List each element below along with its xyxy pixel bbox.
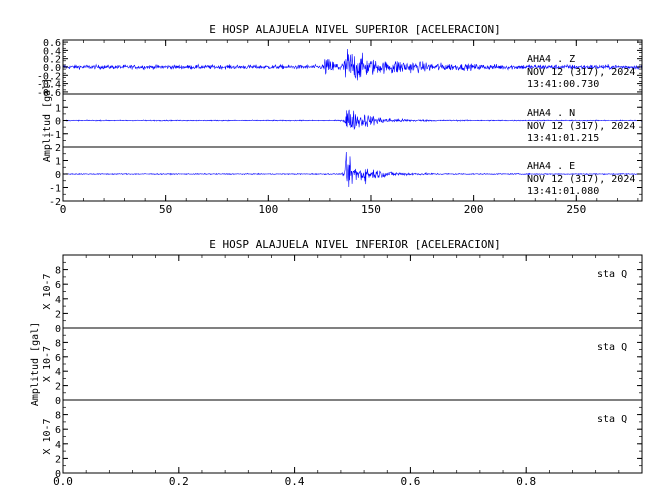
bottom-y-tick-label: 6 [55, 353, 61, 364]
bottom-scale-label: X 10-7 [42, 418, 53, 454]
top-y-tick-label: -1 [49, 130, 61, 141]
top-waveform-N [62, 109, 643, 130]
top-date-label: NOV 12 (317), 2024 [527, 174, 635, 185]
top-chart: E HOSP ALAJUELA NIVEL SUPERIOR [ACELERAC… [37, 23, 643, 216]
top-y-tick-label: -0.6 [37, 88, 61, 99]
bottom-chart-title: E HOSP ALAJUELA NIVEL INFERIOR [ACELERAC… [209, 238, 500, 251]
top-time-label: 13:41:00.730 [527, 79, 599, 90]
bottom-panel-1: 8 6 4 2 0 sta Q X 10-7 [42, 254, 643, 335]
top-y-tick-label: 0.4 [43, 46, 61, 57]
top-y-tick-label: 1 [55, 103, 61, 114]
bottom-y-tick-label: 2 [55, 309, 61, 320]
bottom-panel-3: 8 6 4 2 0 sta Q X 10-7 [42, 399, 643, 480]
bottom-x-tick-label: 0.0 [53, 475, 73, 488]
bottom-panel-frame [62, 327, 643, 401]
bottom-x-tick-label: 0.8 [516, 475, 536, 488]
bottom-chart: E HOSP ALAJUELA NIVEL INFERIOR [ACELERAC… [30, 238, 643, 488]
top-waveform-Z [62, 48, 643, 81]
top-y-tick-label: 0.6 [43, 38, 61, 49]
top-x-tick-label: 0 [60, 203, 67, 216]
bottom-panel-2: 8 6 4 2 0 sta Q X 10-7 [42, 327, 643, 407]
bottom-station-label: sta Q [597, 342, 627, 353]
top-x-tick-label: 100 [258, 203, 278, 216]
top-y-tick-label: 2 [55, 143, 61, 154]
bottom-x-axis: 0.0 0.2 0.4 0.6 0.8 [53, 255, 643, 488]
top-date-label: NOV 12 (317), 2024 [527, 67, 635, 78]
top-station-label: AHA4 . Z [527, 54, 575, 65]
bottom-y-tick-label: 4 [55, 367, 61, 378]
top-y-tick-label: -0.4 [37, 80, 61, 91]
bottom-y-tick-label: 4 [55, 440, 61, 451]
bottom-scale-label: X 10-7 [42, 273, 53, 309]
bottom-chart-ylabel: Amplitud [gal] [30, 322, 41, 406]
bottom-panel-frame [62, 254, 643, 329]
top-station-label: AHA4 . E [527, 161, 575, 172]
top-x-tick-label: 250 [566, 203, 586, 216]
top-time-label: 13:41:01.215 [527, 133, 599, 144]
top-chart-title: E HOSP ALAJUELA NIVEL SUPERIOR [ACELERAC… [209, 23, 500, 36]
bottom-x-tick-label: 0.2 [169, 475, 189, 488]
bottom-x-tick-label: 0.6 [400, 475, 420, 488]
top-x-tick-label: 150 [361, 203, 381, 216]
top-y-tick-label: 0 [55, 117, 61, 128]
bottom-y-tick-label: 6 [55, 425, 61, 436]
top-y-tick-label: -0.2 [37, 71, 61, 82]
bottom-y-tick-label: 2 [55, 382, 61, 393]
bottom-y-tick-label: 0 [55, 324, 61, 335]
bottom-panel-frame [62, 399, 643, 474]
top-station-label: AHA4 . N [527, 108, 575, 119]
top-x-axis: 0 50 100 150 200 250 [60, 40, 639, 216]
top-x-tick-label: 200 [464, 203, 484, 216]
top-y-tick-label: 1 [55, 157, 61, 168]
bottom-y-tick-label: 0 [55, 469, 61, 480]
bottom-y-tick-label: 0 [55, 396, 61, 407]
top-panels: 0.60.40.20.0-0.2-0.4-0.6 AHA4 . Z NOV 12 (… [37, 38, 643, 208]
bottom-y-tick-label: 8 [55, 411, 61, 422]
bottom-y-tick-label: 2 [55, 454, 61, 465]
top-panel-2: 1 0 -1 AHA4 . N NOV 12 (317), 202413:41:01.2… [49, 93, 643, 148]
top-y-tick-label: -2 [49, 197, 61, 208]
top-chart-ylabel: Amplitud [gal] [42, 78, 53, 162]
bottom-y-tick-label: 8 [55, 266, 61, 277]
bottom-y-tick-label: 4 [55, 295, 61, 306]
top-date-label: NOV 12 (317), 2024 [527, 121, 635, 132]
top-y-tick-label: -1 [49, 184, 61, 195]
top-panel-1: 0.60.40.20.0-0.2-0.4-0.6 AHA4 . Z NOV 12 (… [37, 38, 643, 99]
top-time-label: 13:41:01.080 [527, 186, 599, 197]
top-panel-3: 2 1 0 -1 -2 AHA4 . E NOV 12 (317), 202413:41:0… [49, 143, 643, 208]
bottom-y-tick-label: 8 [55, 338, 61, 349]
top-y-tick-label: 0 [55, 170, 61, 181]
bottom-y-tick-label: 6 [55, 280, 61, 291]
top-x-tick-label: 50 [159, 203, 172, 216]
top-y-tick-label: 0.0 [43, 63, 61, 74]
bottom-station-label: sta Q [597, 269, 627, 280]
bottom-x-tick-label: 0.4 [285, 475, 305, 488]
bottom-scale-label: X 10-7 [42, 346, 53, 382]
top-y-tick-label: 0.2 [43, 55, 61, 66]
top-waveform-E [62, 151, 643, 188]
bottom-station-label: sta Q [597, 414, 627, 425]
